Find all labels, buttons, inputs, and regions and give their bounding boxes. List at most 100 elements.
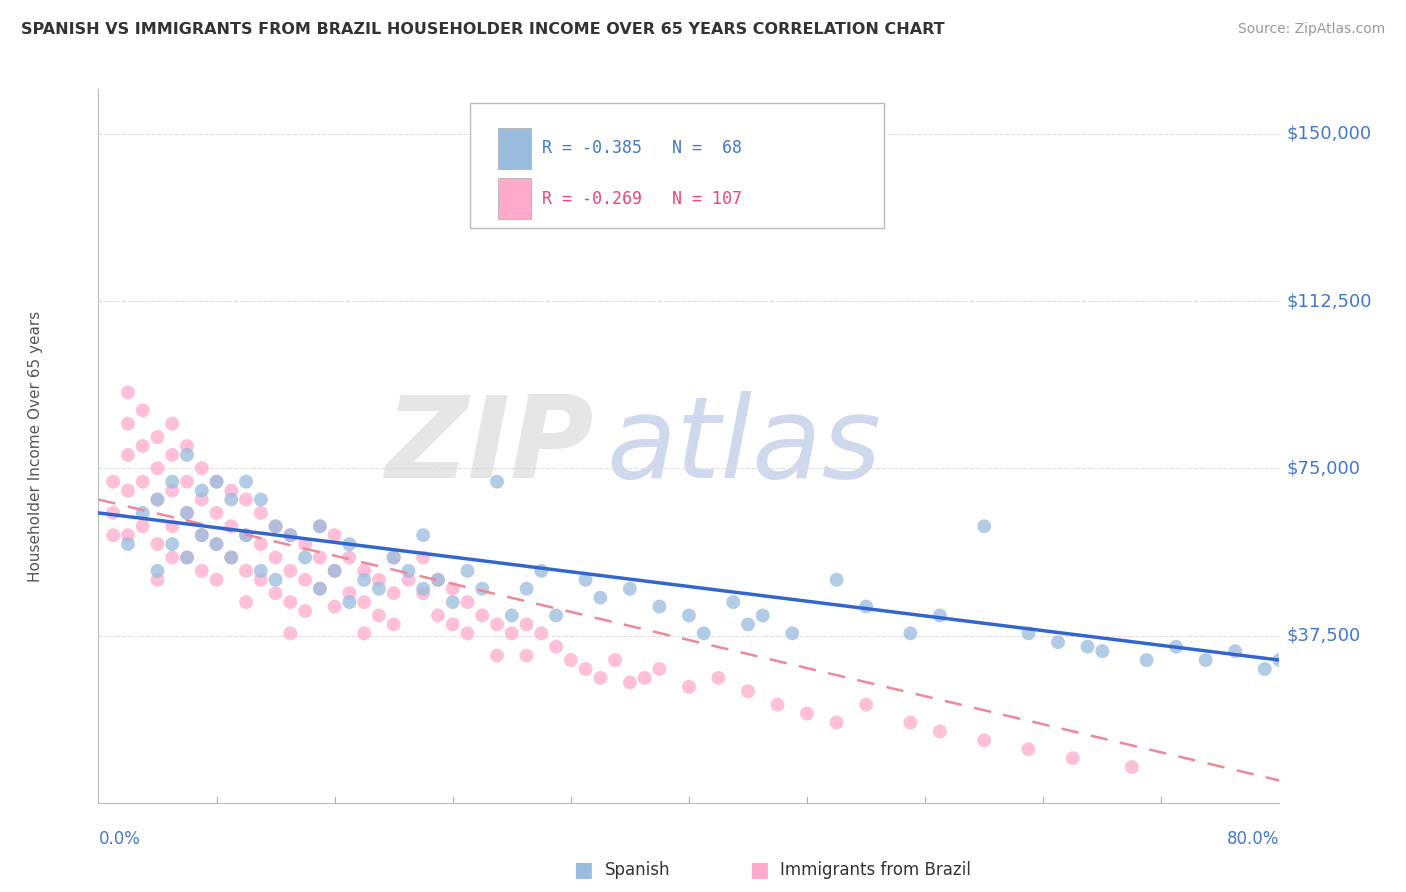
Point: [900, 626, 922, 640]
Point: [117, 417, 139, 431]
Point: [264, 586, 287, 600]
Point: [278, 626, 302, 640]
Point: [796, 706, 818, 721]
Point: [396, 564, 419, 578]
Point: [117, 385, 139, 400]
Point: [368, 608, 391, 623]
Point: [589, 671, 612, 685]
Point: [176, 506, 198, 520]
Point: [278, 564, 302, 578]
Point: [1164, 640, 1187, 654]
Point: [337, 550, 360, 565]
Point: [132, 403, 155, 417]
Point: [1062, 751, 1084, 765]
Point: [515, 582, 537, 596]
Point: [1223, 644, 1246, 658]
Point: [309, 519, 332, 533]
Text: atlas: atlas: [606, 391, 882, 501]
Point: [619, 582, 641, 596]
Point: [412, 528, 434, 542]
Text: 0.0%: 0.0%: [98, 830, 141, 847]
Text: $37,500: $37,500: [1286, 626, 1361, 645]
Point: [648, 599, 671, 614]
Point: [560, 653, 582, 667]
Point: [382, 617, 405, 632]
Point: [928, 608, 950, 623]
Point: [205, 537, 228, 551]
Text: Source: ZipAtlas.com: Source: ZipAtlas.com: [1237, 22, 1385, 37]
Point: [707, 671, 730, 685]
Bar: [498, 128, 530, 169]
Point: [191, 528, 214, 542]
Point: [294, 573, 316, 587]
Point: [162, 417, 183, 431]
Point: [456, 595, 478, 609]
Point: [825, 573, 848, 587]
Point: [235, 528, 257, 542]
Point: [176, 475, 198, 489]
Point: [235, 528, 257, 542]
Point: [191, 564, 214, 578]
Point: [855, 698, 877, 712]
Point: [1254, 662, 1277, 676]
Point: [382, 550, 405, 565]
Point: [544, 608, 567, 623]
Point: [337, 586, 360, 600]
Point: [264, 573, 287, 587]
Point: [323, 528, 346, 542]
Point: [146, 492, 169, 507]
Point: [309, 582, 332, 596]
Point: [441, 582, 464, 596]
Point: [219, 519, 242, 533]
Point: [132, 519, 155, 533]
Point: [456, 626, 478, 640]
Point: [146, 573, 169, 587]
Point: [219, 550, 242, 565]
Point: [973, 733, 995, 747]
Point: [162, 519, 183, 533]
Point: [825, 715, 848, 730]
Point: [412, 586, 434, 600]
Point: [471, 582, 494, 596]
Point: [441, 595, 464, 609]
Point: [648, 662, 671, 676]
Point: [530, 626, 553, 640]
Point: [412, 582, 434, 596]
Point: [146, 537, 169, 551]
Point: [486, 475, 509, 489]
Point: [294, 604, 316, 618]
Point: [132, 439, 155, 453]
Point: [235, 492, 257, 507]
Point: [1091, 644, 1114, 658]
Point: [162, 537, 183, 551]
Point: [323, 564, 346, 578]
Point: [176, 448, 198, 462]
Point: [382, 550, 405, 565]
Point: [337, 595, 360, 609]
Point: [264, 550, 287, 565]
Text: R = -0.269   N = 107: R = -0.269 N = 107: [543, 190, 742, 208]
Point: [574, 573, 596, 587]
Point: [117, 537, 139, 551]
Text: $150,000: $150,000: [1286, 125, 1372, 143]
Point: [515, 648, 537, 663]
Point: [353, 573, 375, 587]
Point: [294, 550, 316, 565]
Point: [737, 617, 759, 632]
Point: [1121, 760, 1143, 774]
Point: [427, 608, 450, 623]
Point: [176, 550, 198, 565]
Point: [205, 475, 228, 489]
Text: $75,000: $75,000: [1286, 459, 1361, 477]
Point: [235, 564, 257, 578]
Bar: [498, 178, 530, 219]
Text: SPANISH VS IMMIGRANTS FROM BRAZIL HOUSEHOLDER INCOME OVER 65 YEARS CORRELATION C: SPANISH VS IMMIGRANTS FROM BRAZIL HOUSEH…: [21, 22, 945, 37]
Point: [900, 715, 922, 730]
Point: [264, 519, 287, 533]
Point: [191, 483, 214, 498]
Point: [103, 475, 125, 489]
Point: [146, 461, 169, 475]
Point: [103, 528, 125, 542]
Text: ■: ■: [574, 860, 593, 880]
Point: [1046, 635, 1069, 649]
